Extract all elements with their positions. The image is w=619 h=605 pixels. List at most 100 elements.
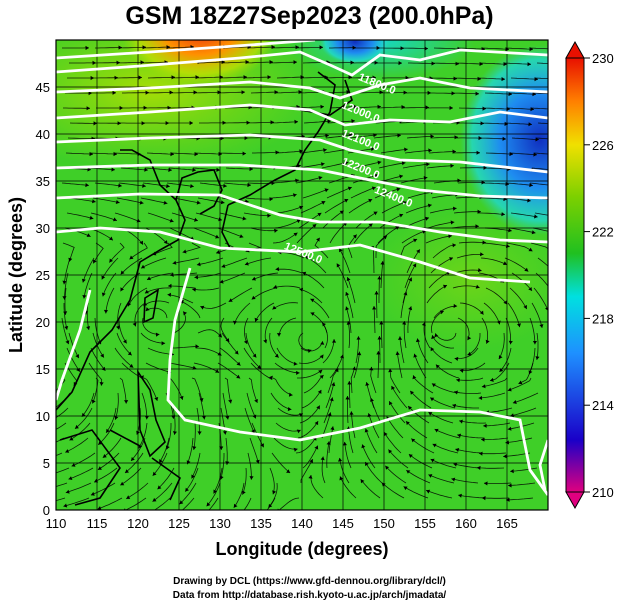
streamline <box>82 257 95 283</box>
streamline-arrow <box>219 446 224 450</box>
streamline <box>506 107 535 110</box>
streamline-arrow <box>190 184 194 189</box>
streamline <box>225 437 228 465</box>
streamline <box>484 92 513 95</box>
streamline <box>191 377 203 402</box>
streamline-arrow <box>305 255 309 260</box>
streamline-arrow <box>312 224 317 228</box>
streamline-arrow <box>345 292 350 296</box>
y-tick-label: 40 <box>36 127 50 142</box>
streamline <box>451 478 479 484</box>
streamline-arrow <box>507 387 512 392</box>
streamline-arrow <box>287 407 292 412</box>
streamline-arrow <box>510 413 514 418</box>
streamline-arrow <box>86 233 91 237</box>
streamline-arrow <box>517 323 521 328</box>
streamline-arrow <box>302 271 307 276</box>
streamline-arrow <box>524 267 529 272</box>
streamline <box>426 284 448 304</box>
streamline-arrow <box>458 493 462 498</box>
streamline <box>407 405 430 424</box>
streamline <box>518 362 534 385</box>
streamline-arrow <box>317 389 322 394</box>
streamline-arrow <box>527 198 531 203</box>
streamline-arrow <box>194 217 198 222</box>
streamline <box>302 272 325 289</box>
streamline-arrow <box>90 491 95 496</box>
streamline-arrow <box>169 90 173 95</box>
streamline-arrow <box>467 336 472 341</box>
streamline <box>479 62 508 65</box>
streamline-arrow <box>64 326 69 330</box>
streamline-arrow <box>352 366 357 371</box>
x-tick-label: 115 <box>87 516 108 531</box>
streamline <box>529 182 548 186</box>
streamline-arrow <box>255 459 260 464</box>
x-tick-label: 160 <box>455 516 477 531</box>
streamline-arrow <box>345 306 350 311</box>
streamline <box>196 257 224 266</box>
streamline-arrow <box>361 444 366 449</box>
streamline <box>171 212 199 222</box>
streamline <box>485 407 513 413</box>
streamline <box>503 197 531 202</box>
x-tick-label: 110 <box>46 516 67 531</box>
streamline <box>186 437 194 465</box>
streamline-arrow <box>275 150 279 155</box>
streamline-arrow <box>254 317 259 322</box>
streamline <box>347 321 350 349</box>
streamline-arrow <box>406 470 411 474</box>
streamline <box>298 354 324 364</box>
streamline <box>152 242 173 256</box>
streamline-arrow <box>101 275 106 280</box>
streamline <box>243 212 271 216</box>
streamline <box>64 227 91 237</box>
streamline <box>179 482 197 505</box>
streamline-arrow <box>220 200 225 205</box>
streamline <box>224 377 232 404</box>
streamline-arrow <box>120 270 125 275</box>
streamline-arrow <box>112 90 116 95</box>
streamline <box>324 198 349 214</box>
streamline-arrow <box>528 247 533 252</box>
streamline <box>65 437 89 453</box>
streamline <box>296 223 317 244</box>
streamline-arrow <box>65 489 70 494</box>
streamline <box>254 302 275 322</box>
streamline <box>105 407 117 434</box>
streamline <box>430 136 458 139</box>
streamline-arrow <box>430 458 435 463</box>
streamline <box>138 422 148 449</box>
streamline-arrow <box>554 107 558 111</box>
streamline <box>417 338 429 364</box>
streamline-arrow <box>408 277 412 282</box>
streamline-arrow <box>48 394 52 398</box>
streamline <box>507 302 521 328</box>
streamline-arrow <box>320 104 324 109</box>
streamline <box>454 347 479 360</box>
streamline <box>92 377 99 404</box>
streamline-arrow <box>398 61 402 66</box>
streamline-arrow <box>39 446 43 450</box>
streamline-arrow <box>239 234 244 238</box>
streamline <box>481 317 488 344</box>
streamline-arrow <box>299 149 303 154</box>
streamline-arrow <box>369 366 374 371</box>
streamline <box>348 380 351 409</box>
streamline-arrow <box>319 45 323 50</box>
streamline-arrow <box>503 261 507 265</box>
streamline <box>376 291 378 319</box>
streamline <box>66 212 94 220</box>
streamline <box>244 257 272 266</box>
streamline <box>399 336 405 364</box>
streamline <box>65 152 94 155</box>
streamline <box>223 182 251 186</box>
streamline-arrow <box>103 309 108 314</box>
streamline-arrow <box>481 384 486 389</box>
streamline-arrow <box>531 230 536 235</box>
streamline <box>458 107 487 110</box>
streamline-arrow <box>234 350 239 355</box>
streamline-arrow <box>477 268 482 273</box>
streamline <box>243 347 262 370</box>
